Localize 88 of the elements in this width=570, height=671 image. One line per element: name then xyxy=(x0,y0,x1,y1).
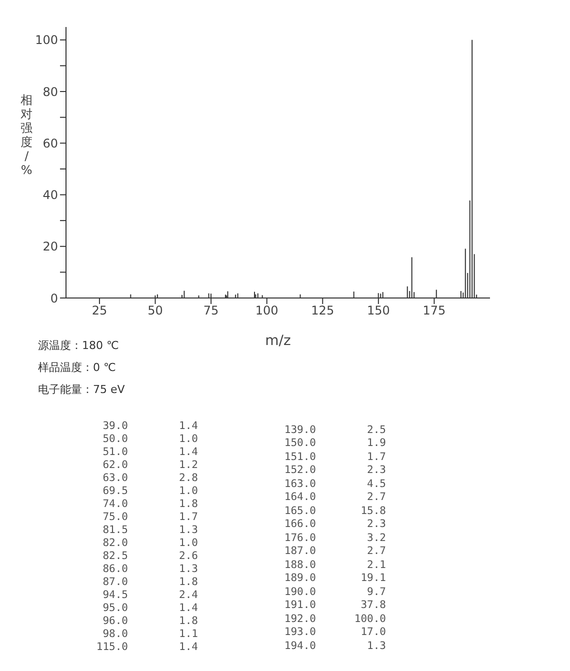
text: 样品温度：0 ℃ xyxy=(38,360,117,376)
text: 1.8 xyxy=(178,575,198,588)
text: 1.4 xyxy=(178,640,198,653)
text: 1.8 xyxy=(178,614,198,627)
text: 82.0 xyxy=(102,536,128,549)
x-tick-label: 75 xyxy=(203,304,219,318)
text: 39.0 xyxy=(102,419,128,432)
text: 1.0 xyxy=(178,432,198,445)
text: 164.0 xyxy=(283,490,316,504)
text: 19.1 xyxy=(360,572,386,586)
text: 1.3 xyxy=(366,639,386,653)
text: 63.0 xyxy=(102,471,128,484)
text: 1.4 xyxy=(178,419,198,432)
text: 1.0 xyxy=(178,536,198,549)
text: 94.5 xyxy=(102,588,128,601)
y-axis-title: 相对强度/% xyxy=(20,93,34,177)
text: 4.5 xyxy=(366,477,386,491)
text: 2.7 xyxy=(366,490,386,504)
x-tick-label: 125 xyxy=(311,304,334,318)
text: 2.3 xyxy=(366,464,386,478)
text: 2.4 xyxy=(178,588,198,601)
x-axis-title: m/z xyxy=(265,333,291,349)
text: 74.0 xyxy=(102,497,128,510)
y-tick-label: 40 xyxy=(42,188,58,202)
text: 2.7 xyxy=(366,544,386,558)
text: 188.0 xyxy=(283,558,316,572)
x-tick-label: 25 xyxy=(92,304,108,318)
x-tick-label: 100 xyxy=(255,304,278,318)
text: 2.1 xyxy=(366,558,386,572)
text: 15.8 xyxy=(360,504,386,518)
y-tick-label: 80 xyxy=(42,84,58,99)
text: 37.8 xyxy=(360,598,386,612)
y-tick-label: 0 xyxy=(50,291,58,306)
text: 1.8 xyxy=(178,497,198,510)
text: 82.5 xyxy=(102,549,128,562)
text: 1.1 xyxy=(178,627,198,640)
text: 2.3 xyxy=(366,518,386,532)
text: 1.3 xyxy=(178,562,198,575)
text: 152.0 xyxy=(283,464,316,478)
text: 191.0 xyxy=(283,598,316,612)
text: 1.4 xyxy=(178,445,198,458)
text: 1.4 xyxy=(178,601,198,614)
text: 166.0 xyxy=(283,518,316,532)
text: 190.0 xyxy=(283,585,316,599)
text: 81.5 xyxy=(102,523,128,536)
text: 62.0 xyxy=(102,458,128,471)
text: 1.9 xyxy=(366,436,386,450)
text: 87.0 xyxy=(102,575,128,588)
text: 98.0 xyxy=(102,627,128,640)
text: 3.2 xyxy=(366,531,386,545)
text: 50.0 xyxy=(102,432,128,445)
text: 69.5 xyxy=(102,484,128,497)
text: 189.0 xyxy=(283,572,316,586)
text: 194.0 xyxy=(283,639,316,653)
x-tick-label: 175 xyxy=(422,304,446,318)
text: 86.0 xyxy=(102,562,128,575)
text: 150.0 xyxy=(283,436,316,450)
text: 193.0 xyxy=(283,626,316,640)
text: 51.0 xyxy=(102,445,128,458)
text: 17.0 xyxy=(360,626,386,640)
text: 2.6 xyxy=(178,549,198,562)
text: 75.0 xyxy=(102,510,128,523)
text: 95.0 xyxy=(102,601,128,614)
text: 电子能量：75 eV xyxy=(38,382,126,398)
text: 2.8 xyxy=(178,471,198,484)
text: 151.0 xyxy=(283,450,316,464)
text: 115.0 xyxy=(95,640,128,653)
text: 1.2 xyxy=(178,458,198,471)
text: 100.0 xyxy=(353,612,386,626)
y-tick-label: 60 xyxy=(42,136,58,150)
text: 1.0 xyxy=(178,484,198,497)
text: 192.0 xyxy=(283,612,316,626)
x-tick-label: 50 xyxy=(148,304,163,318)
y-tick-label: 20 xyxy=(42,240,58,254)
text: 1.7 xyxy=(178,510,198,523)
y-tick-label: 100 xyxy=(35,33,58,48)
text: 源温度：180 ℃ xyxy=(38,339,119,352)
text: 1.7 xyxy=(366,450,386,464)
text: 176.0 xyxy=(283,531,316,545)
text: 2.5 xyxy=(366,423,386,437)
x-tick-label: 150 xyxy=(366,304,390,318)
text: 187.0 xyxy=(283,544,316,558)
text: 96.0 xyxy=(102,614,128,627)
text: 1.3 xyxy=(178,523,198,536)
text: 163.0 xyxy=(283,477,316,491)
text: 139.0 xyxy=(283,423,316,437)
text: 9.7 xyxy=(366,585,386,599)
text: 165.0 xyxy=(283,504,316,518)
